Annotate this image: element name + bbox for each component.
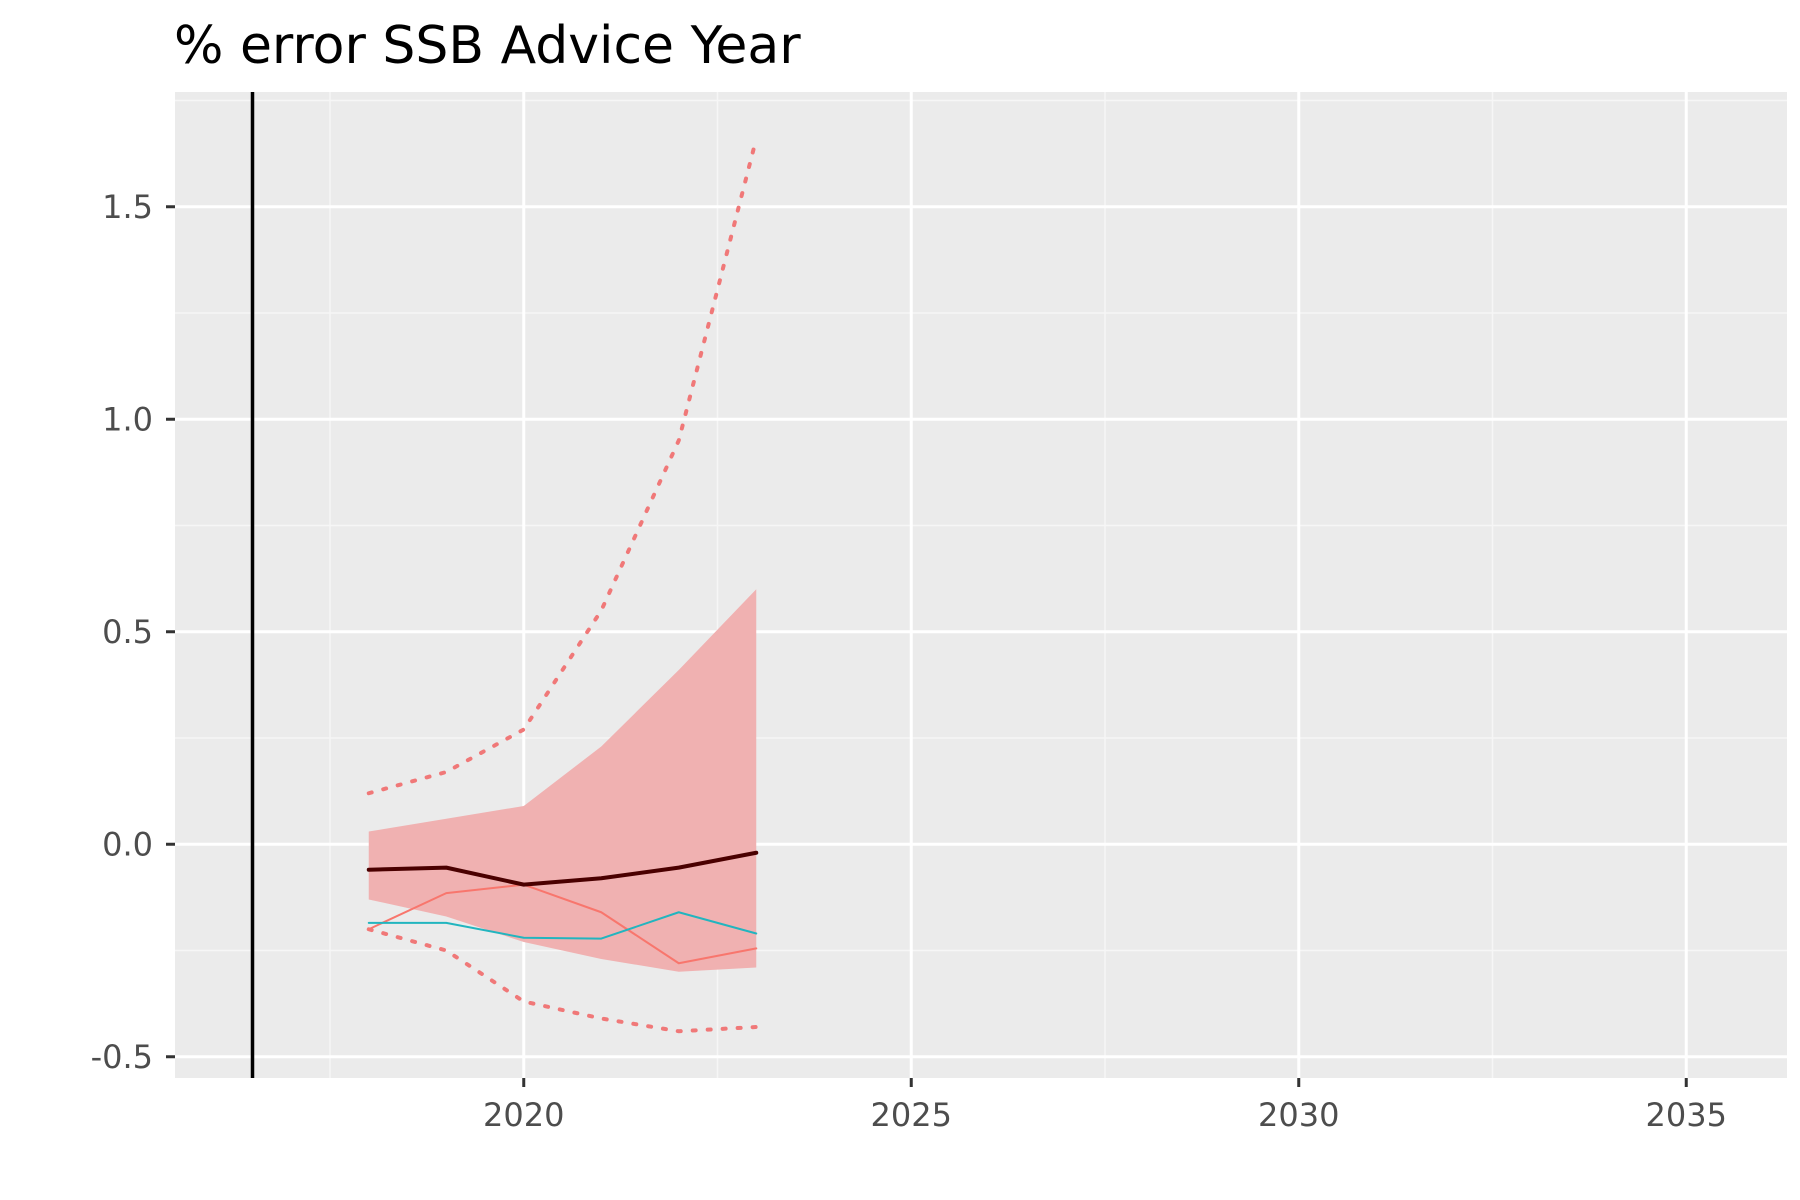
- confidence-band: [368, 589, 757, 972]
- y-tick-label: 0.0: [102, 825, 153, 863]
- series-line-1: [366, 850, 759, 887]
- dotted-upper-bound: [366, 136, 759, 796]
- plot-panel: [175, 92, 1787, 1078]
- y-tick-label: -0.5: [91, 1038, 153, 1076]
- uncertainty-bands: [366, 136, 759, 1034]
- x-tick-label: 2030: [1258, 1096, 1339, 1134]
- series-line-3: [367, 911, 758, 940]
- x-tick-label: 2035: [1646, 1096, 1727, 1134]
- chart-title: % error SSB Advice Year: [174, 16, 801, 76]
- x-tick-label: 2020: [483, 1096, 564, 1134]
- series-line-2: [367, 883, 758, 965]
- axes: 2020 2025 2030 2035 -0.5 0.0 0.5 1.0 1.5: [91, 92, 1727, 1134]
- series-lines: [366, 850, 759, 965]
- y-tick-label: 1.0: [102, 400, 153, 438]
- y-tick-label: 1.5: [102, 188, 153, 226]
- x-tick-label: 2025: [871, 1096, 952, 1134]
- dotted-lower-bound: [366, 927, 759, 1034]
- y-tick-label: 0.5: [102, 613, 153, 651]
- grid-major: [175, 92, 1787, 1078]
